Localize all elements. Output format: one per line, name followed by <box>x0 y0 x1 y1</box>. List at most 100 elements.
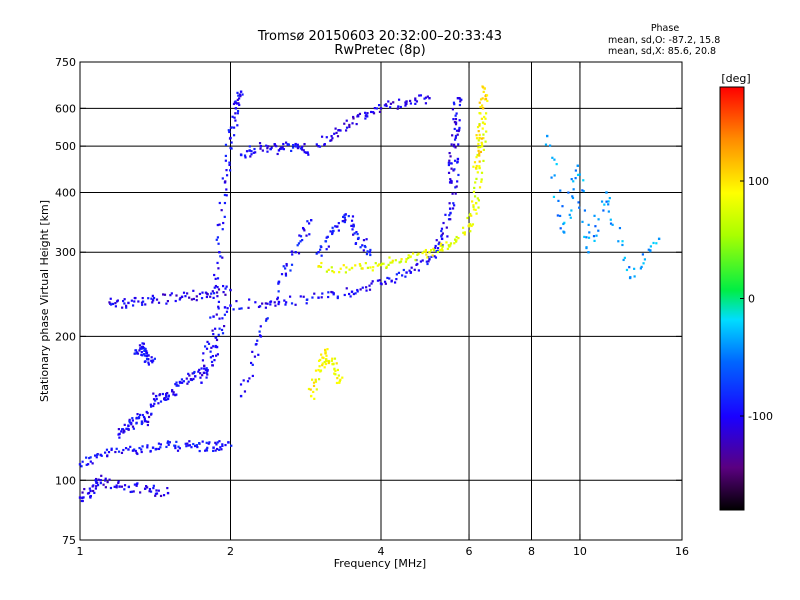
data-point <box>478 152 481 155</box>
data-point <box>458 126 461 130</box>
data-point <box>581 189 584 192</box>
data-point <box>216 223 219 227</box>
data-point <box>574 169 577 172</box>
data-point <box>595 234 598 237</box>
data-point <box>130 299 133 302</box>
data-point <box>143 354 147 357</box>
data-point <box>143 419 147 423</box>
data-point <box>315 252 318 255</box>
data-point <box>338 271 341 274</box>
data-point <box>336 377 339 380</box>
data-point <box>424 250 427 253</box>
data-point <box>302 149 305 152</box>
data-point <box>330 135 333 138</box>
data-point <box>379 282 383 285</box>
data-point <box>163 397 166 401</box>
data-point <box>233 134 236 137</box>
data-point <box>166 441 169 444</box>
data-point <box>597 229 600 232</box>
data-point <box>437 242 440 246</box>
data-point <box>480 171 484 174</box>
data-point <box>115 484 118 487</box>
data-point <box>259 325 262 328</box>
data-point <box>88 456 91 460</box>
data-point <box>234 119 237 122</box>
data-point <box>284 141 288 144</box>
data-point <box>258 330 261 333</box>
data-point <box>404 260 408 263</box>
data-point <box>137 300 140 303</box>
data-point <box>169 294 172 297</box>
data-point <box>453 242 456 245</box>
data-point <box>240 154 243 157</box>
data-point <box>248 149 251 152</box>
data-point <box>428 258 431 261</box>
data-point <box>424 102 428 105</box>
data-point <box>482 133 485 136</box>
data-point <box>221 256 224 259</box>
data-point <box>88 487 91 490</box>
data-point <box>474 166 478 170</box>
data-point <box>274 304 277 307</box>
data-point <box>324 352 327 355</box>
data-point <box>99 479 102 482</box>
data-point <box>570 209 573 212</box>
data-point <box>366 250 369 253</box>
data-point <box>458 119 461 122</box>
data-point <box>266 302 269 305</box>
data-point <box>159 400 163 403</box>
data-point <box>217 267 220 270</box>
data-point <box>441 244 444 247</box>
data-point <box>208 441 211 444</box>
data-point <box>148 487 152 491</box>
data-point <box>258 334 262 337</box>
data-point <box>221 228 224 231</box>
data-point <box>218 251 221 254</box>
data-point <box>269 303 272 306</box>
data-point <box>141 354 144 357</box>
data-point <box>397 271 401 274</box>
data-point <box>455 235 458 239</box>
data-point <box>154 394 158 398</box>
data-point <box>236 98 239 101</box>
data-point <box>330 359 333 362</box>
data-point <box>657 237 661 241</box>
data-point <box>571 196 575 200</box>
data-point <box>366 112 369 115</box>
data-point <box>440 237 444 241</box>
data-point <box>339 129 342 132</box>
data-point <box>556 214 559 217</box>
data-point <box>238 97 241 100</box>
data-point <box>412 252 415 255</box>
data-point <box>350 290 354 293</box>
data-point <box>143 349 146 352</box>
data-point <box>379 107 383 110</box>
data-point <box>414 258 417 262</box>
data-point <box>319 358 322 362</box>
data-point <box>141 296 144 300</box>
data-point <box>299 235 303 238</box>
data-point <box>157 447 161 451</box>
data-point <box>338 381 341 384</box>
data-point <box>95 456 98 459</box>
data-point <box>318 365 321 368</box>
data-point <box>89 494 92 498</box>
data-point <box>131 304 135 307</box>
data-point <box>348 123 351 127</box>
data-point <box>126 427 129 430</box>
data-point <box>331 226 334 229</box>
data-point <box>140 421 144 424</box>
data-point <box>198 442 201 445</box>
data-point <box>409 102 413 105</box>
data-point <box>188 444 192 447</box>
data-point <box>251 374 254 378</box>
data-point <box>486 99 489 103</box>
data-point <box>157 301 161 304</box>
data-point <box>185 445 188 448</box>
trace-group <box>239 141 310 159</box>
data-point <box>641 253 644 256</box>
data-point <box>628 266 631 269</box>
data-point <box>205 371 208 375</box>
data-point <box>218 440 221 443</box>
data-point <box>136 417 139 420</box>
